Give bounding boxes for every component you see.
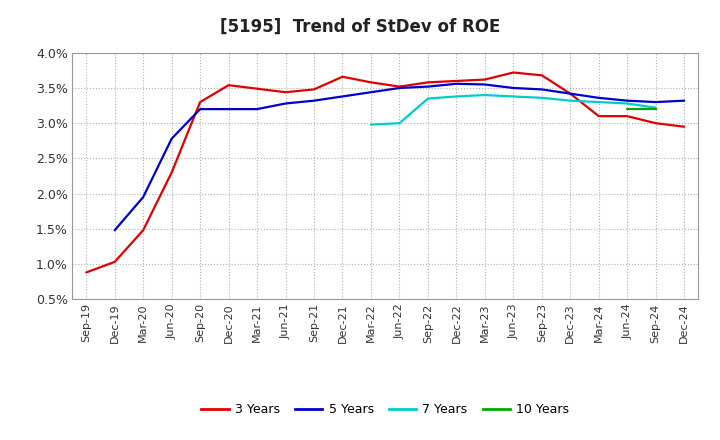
5 Years xyxy=(652,99,660,105)
7 Years xyxy=(423,96,432,101)
5 Years xyxy=(139,194,148,200)
3 Years xyxy=(110,259,119,264)
Line: 3 Years: 3 Years xyxy=(86,73,684,272)
5 Years xyxy=(452,81,461,86)
5 Years xyxy=(282,101,290,106)
5 Years xyxy=(480,82,489,87)
3 Years xyxy=(537,73,546,78)
3 Years xyxy=(310,87,318,92)
5 Years xyxy=(423,84,432,89)
7 Years xyxy=(595,99,603,105)
3 Years xyxy=(480,77,489,82)
5 Years xyxy=(310,98,318,103)
3 Years xyxy=(338,74,347,79)
5 Years xyxy=(225,106,233,112)
3 Years xyxy=(623,114,631,119)
5 Years xyxy=(595,95,603,100)
3 Years xyxy=(366,80,375,85)
5 Years xyxy=(167,136,176,141)
7 Years xyxy=(652,105,660,110)
3 Years xyxy=(225,83,233,88)
3 Years xyxy=(139,227,148,233)
7 Years xyxy=(366,122,375,127)
7 Years xyxy=(509,94,518,99)
3 Years xyxy=(82,270,91,275)
3 Years xyxy=(680,124,688,129)
3 Years xyxy=(395,84,404,89)
5 Years xyxy=(196,106,204,112)
3 Years xyxy=(566,91,575,96)
5 Years xyxy=(680,98,688,103)
7 Years xyxy=(452,94,461,99)
7 Years xyxy=(566,98,575,103)
3 Years xyxy=(509,70,518,75)
5 Years xyxy=(366,90,375,95)
5 Years xyxy=(253,106,261,112)
3 Years xyxy=(196,99,204,105)
3 Years xyxy=(423,80,432,85)
10 Years xyxy=(652,106,660,112)
3 Years xyxy=(167,170,176,175)
5 Years xyxy=(110,227,119,233)
Legend: 3 Years, 5 Years, 7 Years, 10 Years: 3 Years, 5 Years, 7 Years, 10 Years xyxy=(196,398,575,421)
7 Years xyxy=(537,95,546,100)
5 Years xyxy=(395,85,404,91)
5 Years xyxy=(338,94,347,99)
Line: 5 Years: 5 Years xyxy=(114,84,684,230)
5 Years xyxy=(566,91,575,96)
Text: [5195]  Trend of StDev of ROE: [5195] Trend of StDev of ROE xyxy=(220,18,500,36)
Line: 7 Years: 7 Years xyxy=(371,95,656,125)
10 Years xyxy=(623,106,631,112)
3 Years xyxy=(282,90,290,95)
7 Years xyxy=(623,101,631,106)
5 Years xyxy=(509,85,518,91)
5 Years xyxy=(623,98,631,103)
3 Years xyxy=(253,86,261,92)
3 Years xyxy=(652,121,660,126)
7 Years xyxy=(395,121,404,126)
7 Years xyxy=(480,92,489,98)
3 Years xyxy=(452,78,461,84)
5 Years xyxy=(537,87,546,92)
3 Years xyxy=(595,114,603,119)
